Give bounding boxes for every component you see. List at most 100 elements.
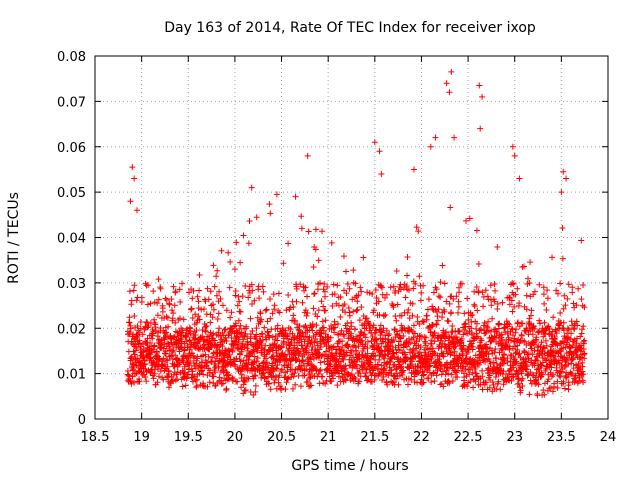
data-point: [513, 326, 520, 333]
data-point: [440, 353, 447, 360]
data-point: [260, 369, 267, 376]
data-point: [334, 320, 341, 327]
data-point: [215, 364, 222, 371]
data-point: [183, 371, 190, 378]
data-point: [420, 282, 427, 289]
data-point: [471, 303, 478, 310]
data-point: [447, 204, 454, 211]
data-point: [450, 335, 457, 342]
data-point: [227, 314, 234, 321]
data-point: [448, 68, 455, 75]
data-point: [466, 215, 473, 222]
data-point: [428, 340, 435, 347]
data-point: [339, 338, 346, 345]
data-point: [174, 369, 181, 376]
data-point: [282, 353, 289, 360]
data-point: [419, 372, 426, 379]
data-point: [186, 337, 193, 344]
data-point: [341, 333, 348, 340]
data-point: [481, 319, 488, 326]
data-point: [247, 315, 254, 322]
data-point: [186, 362, 193, 369]
data-point: [405, 287, 412, 294]
data-point: [232, 320, 239, 327]
data-point: [364, 345, 371, 352]
tick-labels: 18.5 19 19.5 20 20.5 21 21.5 22 22.5 23 23.5 24 0 0.0…: [57, 50, 616, 445]
data-point: [243, 323, 250, 330]
data-point: [274, 337, 281, 344]
data-point: [494, 244, 501, 251]
data-point: [196, 287, 203, 294]
x-tick-label: 19: [133, 430, 150, 445]
data-point: [468, 340, 475, 347]
data-point: [140, 361, 147, 368]
data-point: [298, 225, 305, 232]
data-point: [540, 291, 547, 298]
data-point: [455, 327, 462, 334]
data-point: [240, 232, 247, 239]
data-point: [194, 376, 201, 383]
data-point: [318, 353, 325, 360]
x-tick-label: 18.5: [81, 430, 110, 445]
data-point: [230, 376, 237, 383]
data-point: [273, 349, 280, 356]
data-point: [540, 387, 547, 394]
data-point: [510, 280, 517, 287]
x-tick-label: 22: [413, 430, 430, 445]
data-point: [441, 308, 448, 315]
data-point: [380, 366, 387, 373]
data-point: [127, 325, 134, 332]
data-point: [516, 175, 523, 182]
data-point: [510, 364, 517, 371]
data-point: [565, 382, 572, 389]
data-point: [246, 218, 253, 225]
data-point: [204, 383, 211, 390]
data-point: [179, 383, 186, 390]
data-point: [397, 286, 404, 293]
data-point: [202, 298, 209, 305]
data-point: [533, 377, 540, 384]
data-point: [311, 290, 318, 297]
data-point: [240, 336, 247, 343]
data-point: [511, 303, 518, 310]
data-point: [138, 294, 145, 301]
data-point: [479, 289, 486, 296]
data-point: [322, 317, 329, 324]
data-point: [410, 334, 417, 341]
data-point: [299, 329, 306, 336]
data-point: [264, 318, 271, 325]
data-point: [375, 298, 382, 305]
data-point: [395, 381, 402, 388]
data-point: [427, 362, 434, 369]
data-point: [255, 362, 262, 369]
data-point: [225, 372, 232, 379]
data-point: [257, 310, 264, 317]
data-point: [422, 342, 429, 349]
data-point: [398, 312, 405, 319]
data-point: [172, 377, 179, 384]
data-point: [267, 296, 274, 303]
data-point: [516, 300, 523, 307]
data-point: [501, 351, 508, 358]
data-point: [137, 325, 144, 332]
data-point: [565, 281, 572, 288]
data-point: [496, 320, 503, 327]
data-point: [160, 376, 167, 383]
data-point: [548, 364, 555, 371]
data-point: [350, 308, 357, 315]
data-point: [207, 369, 214, 376]
y-tick-label: 0.03: [57, 277, 86, 292]
data-point: [416, 273, 423, 280]
data-point: [485, 365, 492, 372]
data-point: [485, 366, 492, 373]
data-point: [571, 326, 578, 333]
data-point: [449, 378, 456, 384]
data-point: [364, 289, 371, 296]
data-point: [249, 349, 256, 356]
data-point: [501, 325, 508, 332]
data-point: [356, 367, 363, 374]
data-point: [418, 289, 425, 296]
data-point: [159, 308, 166, 315]
data-point: [263, 306, 270, 313]
data-point: [193, 383, 200, 390]
